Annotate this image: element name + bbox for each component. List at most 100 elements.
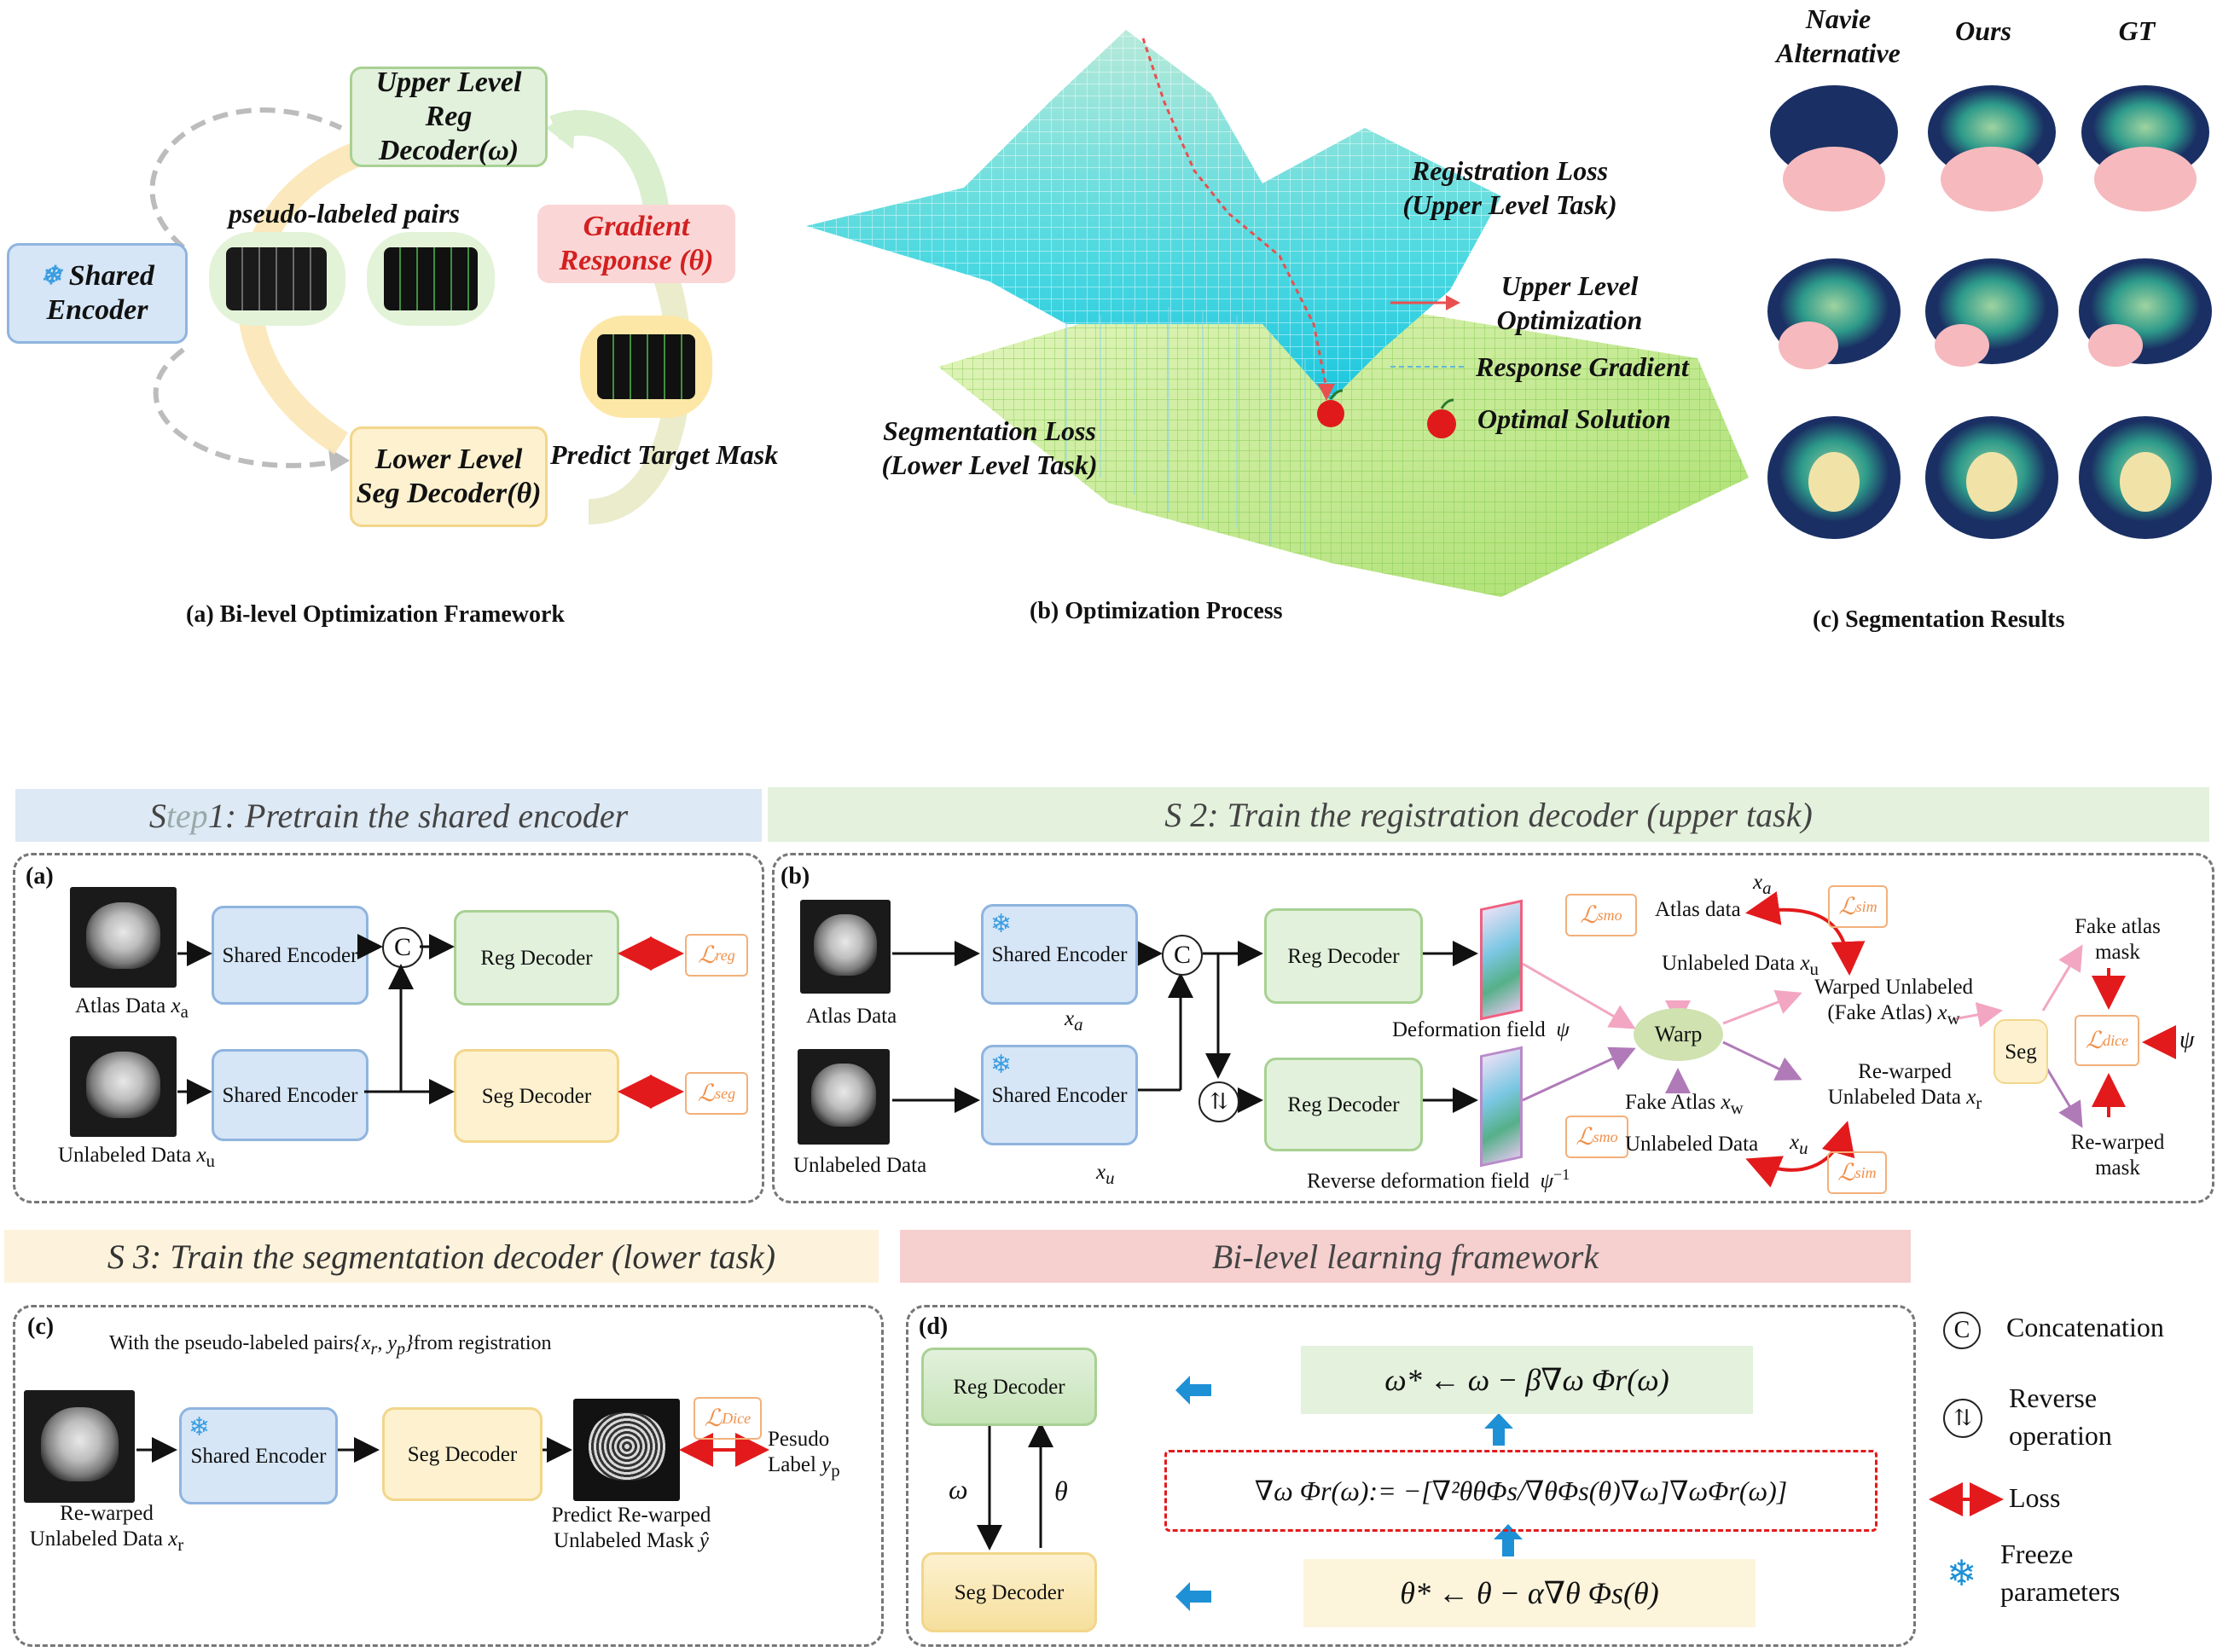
reg-decoder-text: Reg Decoder: [1287, 944, 1400, 968]
loss-symbol: ℒ: [697, 1081, 716, 1107]
dice-sub: dice: [2103, 1031, 2129, 1049]
lower-level-label: Lower Level Seg Decoder(θ): [356, 443, 542, 509]
panel-b-unlabeled-brain: [798, 1049, 890, 1145]
lower-level-box: Lower Level Seg Decoder(θ): [350, 426, 548, 527]
pseudo-pairs-label: pseudo-labeled pairs: [229, 198, 461, 229]
fake-atlas-mask-label: Fake atlas mask: [2075, 915, 2161, 964]
concat-symbol: C: [1173, 941, 1191, 969]
snowflake-icon: ❄: [189, 1413, 211, 1441]
panel-b-tag: (b): [781, 863, 810, 890]
legend-loss-text: Loss: [2009, 1482, 2061, 1513]
bilevel-label: Bi-level learning framework: [1211, 1237, 1599, 1276]
loss-symbol: ℒ: [1837, 1160, 1855, 1186]
panel-c-tag: (c): [27, 1313, 55, 1340]
row-2: [1767, 258, 2212, 369]
snowflake-icon: ❄: [990, 1051, 1013, 1079]
xu-sub: u: [1106, 1168, 1115, 1188]
legend-concat-icon: C: [1943, 1312, 1981, 1349]
seg-decoder-text: Seg Decoder: [407, 1442, 518, 1466]
row-1: [1770, 85, 2209, 212]
row-3: [1767, 416, 2212, 539]
xw-sub: w: [1730, 1098, 1744, 1118]
seg-decoder-text: Seg Decoder: [481, 1084, 592, 1108]
xw-var: x: [1721, 1091, 1731, 1114]
equation-upper: ω* ← ω − β∇ω Φr(ω): [1301, 1346, 1753, 1414]
equation-upper-text: ω* ← ω − β∇ω Φr(ω): [1384, 1363, 1669, 1397]
loss-symbol: ℒ: [2085, 1028, 2104, 1054]
yp-var: y: [821, 1453, 832, 1476]
unlabeled-data-label: Unlabeled Data xu: [58, 1143, 215, 1174]
pseudo-text: Pesudo: [768, 1428, 830, 1451]
response-gradient-label: Response Gradient: [1476, 351, 1689, 382]
step1-rest: 1: Pretrain the shared encoder: [207, 796, 629, 835]
predict-text: Predict Re-warped: [551, 1504, 711, 1527]
unlabeled-brain-image: [70, 1036, 177, 1137]
shared-encoder-text: Shared Encoder: [190, 1444, 327, 1468]
loss-symbol: ℒ: [698, 942, 716, 969]
panel-a-concat-icon: C: [382, 927, 423, 968]
panel-d: [906, 1305, 1916, 1647]
pseudo2-text: Label: [768, 1453, 816, 1476]
loss-symbol: ℒ: [1576, 1124, 1593, 1151]
equation-lower-text: θ* ← θ − α∇θ Φs(θ): [1400, 1576, 1659, 1610]
panel-b-reg-decoder-top: Reg Decoder: [1264, 908, 1423, 1004]
panel-a-tag: (a): [26, 863, 54, 890]
optimal-solution-label: Optimal Solution: [1477, 403, 1671, 434]
step3-banner: S 3: Train the segmentation decoder (low…: [4, 1230, 879, 1283]
panel-d-reg-decoder: Reg Decoder: [921, 1348, 1097, 1426]
smo-sub: smo: [1597, 906, 1622, 924]
pseudo-pairs-cluster-left: [209, 232, 345, 326]
rewarped-label: Re-warped Unlabeled Data xr: [1815, 1059, 1994, 1116]
shared-encoder-text: Shared Encoder: [222, 1083, 358, 1107]
dice-sub: Dice: [722, 1409, 752, 1427]
pairs-close: }: [404, 1332, 414, 1354]
upper-level-label: Upper Level Reg Decoder(ω): [375, 67, 522, 166]
yp-sub: p: [831, 1460, 840, 1481]
warp-text: Warp: [1654, 1022, 1703, 1046]
seg-text: Seg: [2005, 1040, 2037, 1064]
reverse-symbol: ⇅: [1210, 1089, 1228, 1114]
panel-a-shared-encoder-top: Shared Encoder: [212, 906, 369, 1005]
rev-field-text: Reverse deformation field: [1307, 1169, 1530, 1193]
shared-encoder-box: ❄ Shared Encoder: [7, 243, 188, 344]
panel-b-shared-encoder-top: ❄ Shared Encoder: [981, 904, 1138, 1005]
panel-b-concat-icon: C: [1162, 935, 1203, 976]
snowflake-icon: ❄: [990, 910, 1013, 938]
panel-b-atlas-brain: [800, 900, 891, 994]
rewarped-mask-label: Re-warped mask: [2070, 1131, 2165, 1180]
rewarped-data-text: Unlabeled Data: [29, 1527, 163, 1551]
psi-inv: ψ: [1540, 1169, 1554, 1193]
warped-unl-text: Warped Unlabeled: [1814, 976, 1974, 999]
xu-var: x: [1790, 1131, 1800, 1154]
segmentation-loss-label: Segmentation Loss (Lower Level Task): [881, 415, 1098, 480]
atlas-data-text: Atlas Data: [75, 994, 166, 1017]
panel-d-seg-decoder: Seg Decoder: [921, 1552, 1097, 1632]
legend-reverse-icon: ⇅: [1943, 1399, 1982, 1438]
caption-a: (a) Bi-level Optimization Framework: [186, 601, 566, 628]
pairs-open: {x: [353, 1332, 371, 1354]
panel-a-shared-encoder-bottom: Shared Encoder: [212, 1049, 369, 1141]
upper-level-box: Upper Level Reg Decoder(ω): [350, 67, 548, 167]
col-ours-header: Ours: [1955, 15, 2011, 46]
shared-encoder-text: Shared Encoder: [222, 943, 358, 967]
panel-c-rewarped-brain: [24, 1390, 135, 1503]
predicted-mask-image: [573, 1399, 680, 1501]
rewarped-data-text: Unlabeled Data: [1827, 1086, 1961, 1109]
psi-right-label: ψ: [2179, 1027, 2195, 1053]
unlabeled-data-bottom-label: Unlabeled Data: [1625, 1133, 1759, 1156]
xa-var: x: [1065, 1007, 1075, 1030]
xu-var: x: [1096, 1161, 1106, 1184]
predict2-text: Unlabeled Mask: [554, 1529, 694, 1552]
sim-sub: sim: [1855, 897, 1877, 915]
xr-var: x: [1966, 1086, 1976, 1109]
atlas-brain-image: [70, 887, 177, 988]
predict-mask-cluster: [580, 316, 712, 418]
step2-label: S 2: Train the registration decoder (upp…: [1164, 795, 1813, 834]
legend-reverse-text: Reverse operation: [2009, 1382, 2112, 1451]
bilevel-banner: Bi-level learning framework: [900, 1230, 1911, 1283]
sim-sub: sim: [1854, 1163, 1877, 1181]
